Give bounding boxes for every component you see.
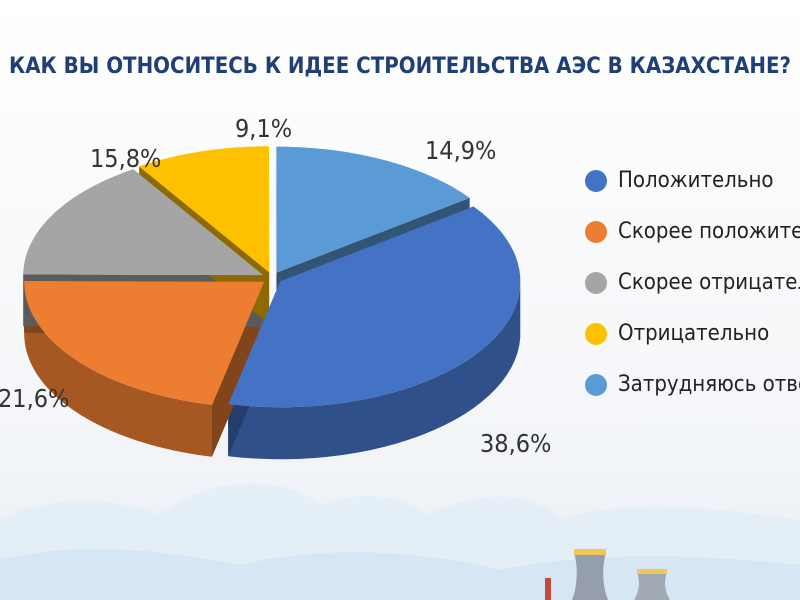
- pie-slice-side: [24, 281, 212, 457]
- decor: [0, 483, 800, 600]
- pie-slice: [276, 146, 470, 273]
- legend-label: Скорее положите: [618, 219, 800, 244]
- legend-label: Затрудняюсь отво: [618, 372, 800, 397]
- legend-marker: [585, 221, 607, 243]
- data-label: 9,1%: [235, 114, 292, 143]
- legend-label: Скорее отрицател: [618, 270, 800, 295]
- legend-marker: [585, 374, 607, 396]
- legend-marker: [585, 272, 607, 294]
- legend-marker: [585, 323, 607, 345]
- chart-title: КАК ВЫ ОТНОСИТЕСЬ К ИДЕЕ СТРОИТЕЛЬСТВА А…: [9, 54, 791, 79]
- legend-label: Положительно: [618, 168, 774, 193]
- legend-marker: [585, 170, 607, 192]
- data-label: 14,9%: [425, 136, 496, 165]
- data-label: 21,6%: [0, 384, 69, 413]
- pie-slice: [139, 146, 270, 273]
- pie-slice: [23, 169, 264, 276]
- data-label: 38,6%: [480, 429, 551, 458]
- pie-slice-side: [228, 277, 521, 460]
- pie-slice: [24, 281, 265, 405]
- legend-label: Отрицательно: [618, 321, 769, 346]
- pie-slice: [228, 206, 521, 408]
- data-label: 15,8%: [90, 144, 161, 173]
